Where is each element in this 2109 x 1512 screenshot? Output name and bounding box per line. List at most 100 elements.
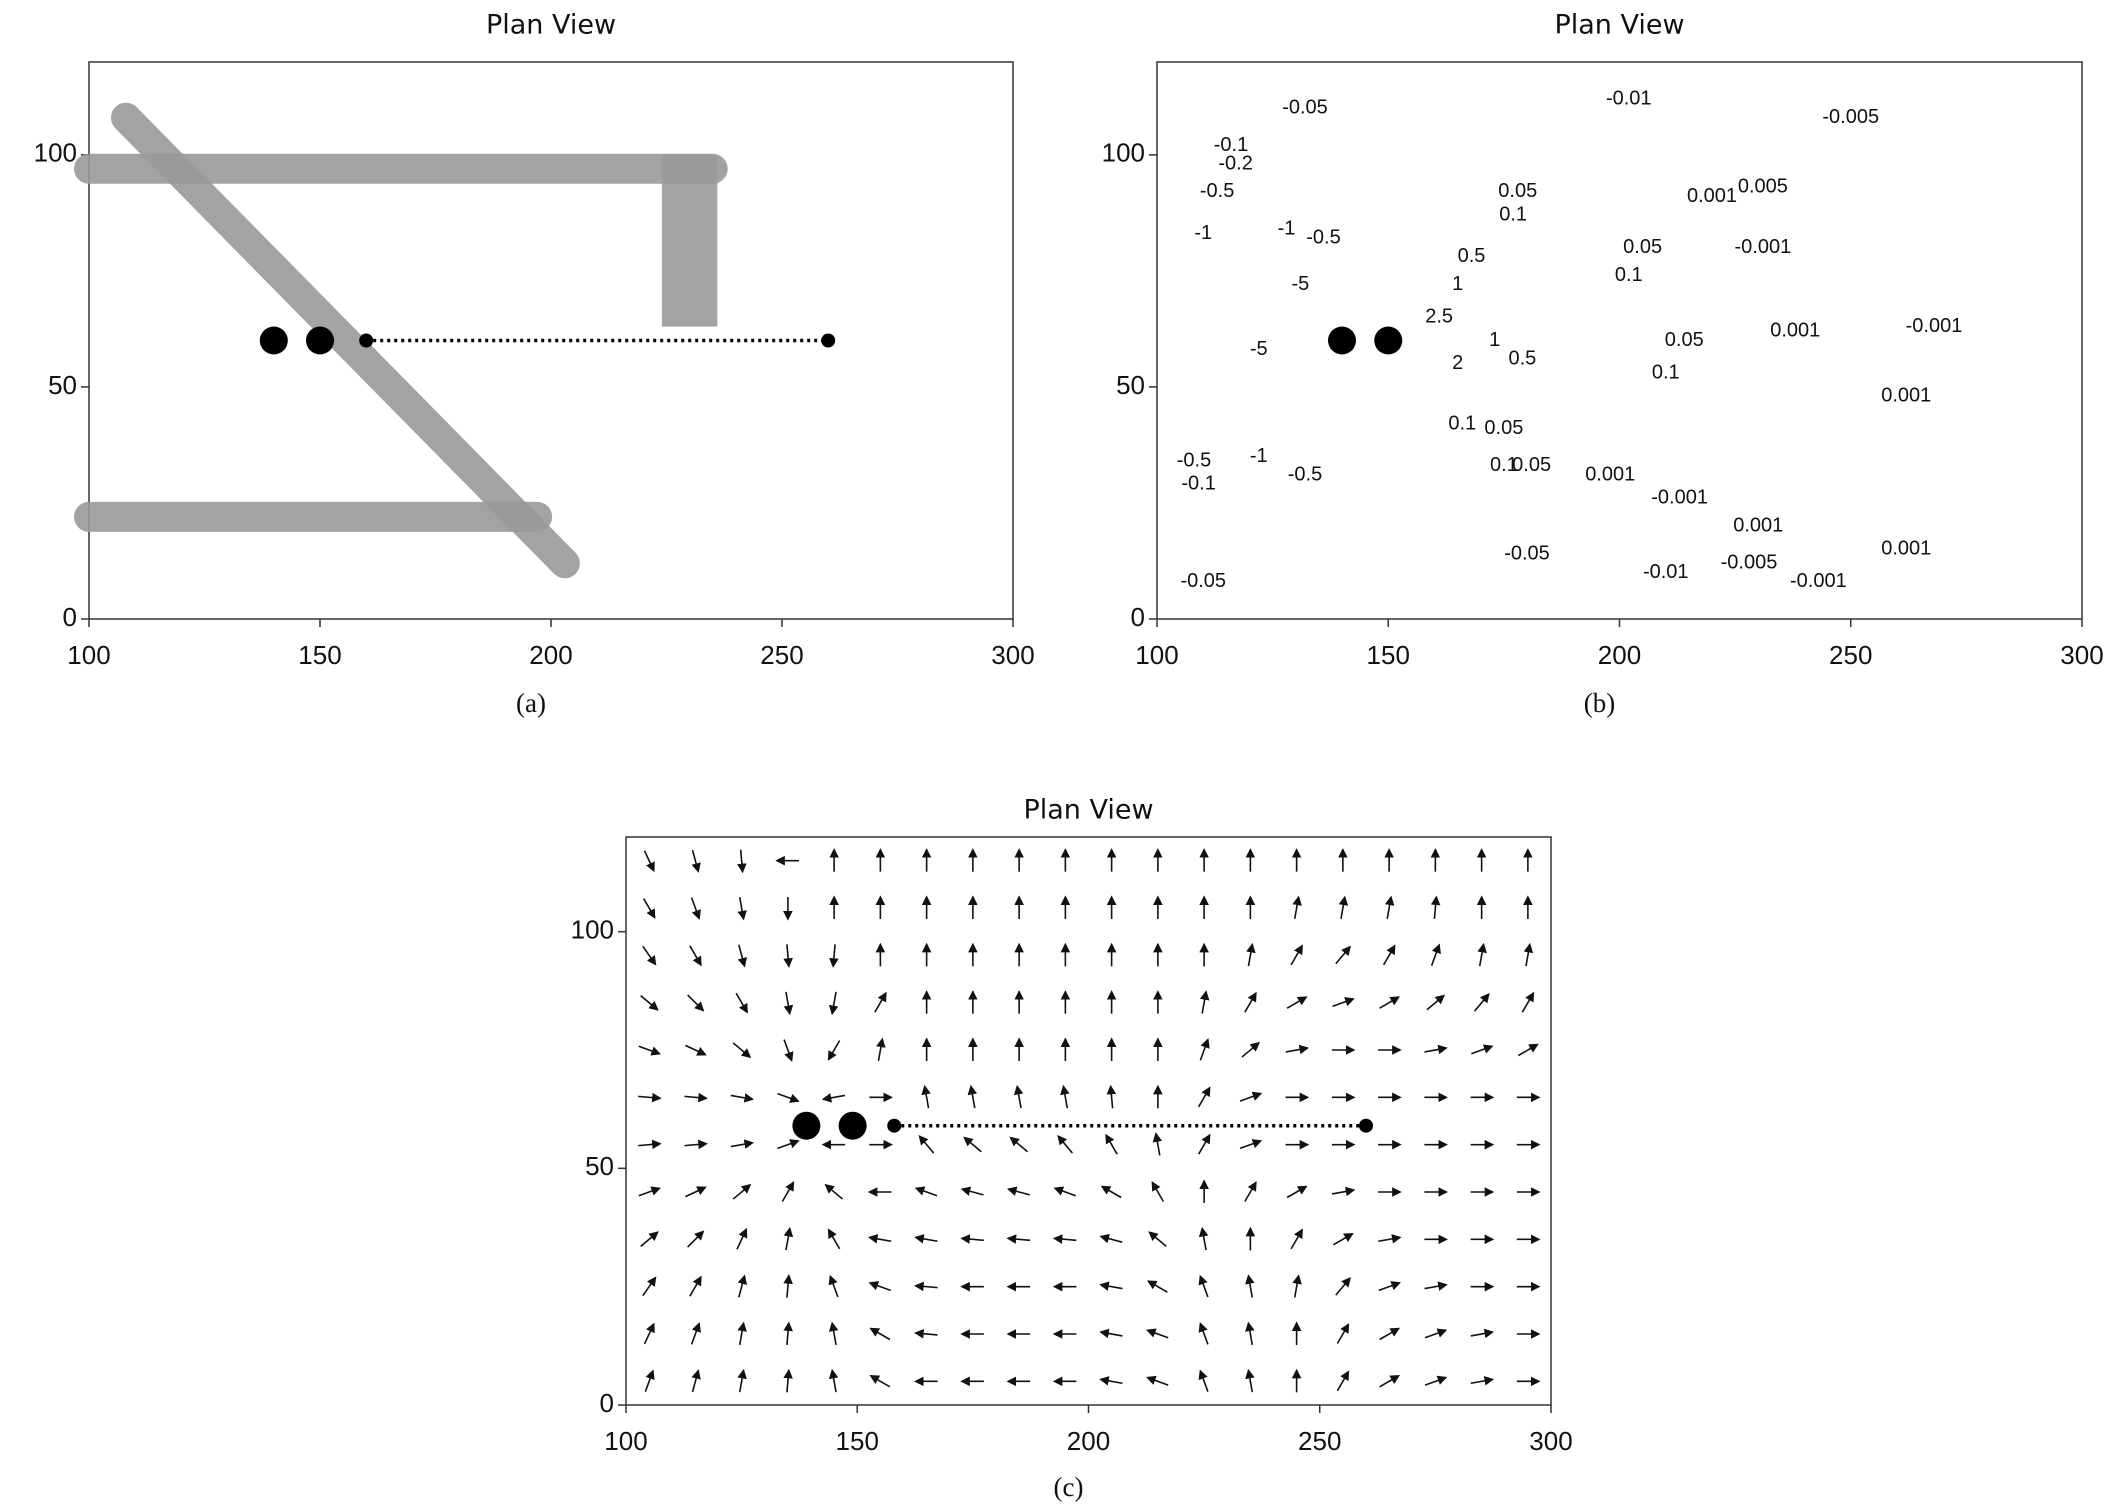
contour-label: -0.005 (1721, 552, 1778, 574)
vector-arrow (1099, 1233, 1123, 1244)
vector-arrow (737, 849, 747, 874)
vector-arrow (1199, 1038, 1210, 1061)
caption: (c) (1054, 1472, 1084, 1502)
contour-label: 0.05 (1623, 236, 1662, 258)
vector-arrow (1338, 895, 1349, 919)
x-tick-label: 150 (298, 640, 341, 670)
x-tick-label: 100 (67, 640, 110, 670)
vector-arrow (1245, 1368, 1255, 1393)
vector-arrow (1430, 943, 1441, 966)
vector-arrow (1336, 1370, 1350, 1392)
vector-arrow (781, 1181, 795, 1202)
contour-label: 0.05 (1665, 329, 1704, 351)
vector-arrow (685, 1044, 707, 1056)
contour-label: 0.1 (1448, 412, 1476, 434)
vector-arrow (1378, 1281, 1401, 1292)
contour-label: 0.05 (1484, 417, 1523, 439)
contour-label: -0.5 (1306, 227, 1340, 249)
vector-arrow (1246, 942, 1256, 967)
vector-arrow (921, 1084, 931, 1109)
vector-arrow (1239, 1091, 1263, 1102)
vector-arrow (1245, 1321, 1255, 1345)
contour-label: 0.001 (1687, 185, 1737, 207)
vector-arrow (783, 1226, 794, 1251)
vector-arrow (1239, 1139, 1263, 1150)
vector-arrow (691, 849, 701, 873)
vector-arrow (1244, 1181, 1257, 1202)
x-tick-label: 100 (1135, 640, 1178, 670)
vector-arrow (1426, 994, 1446, 1011)
vector-arrow (1379, 1375, 1401, 1388)
contour-label: 0.001 (1881, 384, 1931, 406)
vector-arrow (914, 1281, 938, 1292)
contour-label: 0.1 (1652, 361, 1680, 383)
x-tick-label: 150 (836, 1426, 879, 1456)
y-tick-label: 0 (1131, 602, 1145, 632)
contour-label: -0.2 (1218, 152, 1252, 174)
vector-arrow (827, 1228, 841, 1250)
vector-arrow (829, 944, 839, 968)
contour-label: 0.1 (1615, 264, 1643, 286)
vector-arrow (1198, 1226, 1209, 1251)
vector-arrow (1473, 993, 1490, 1012)
x-tick-label: 200 (1067, 1426, 1110, 1456)
vector-arrow (876, 1037, 886, 1061)
x-tick-label: 250 (1298, 1426, 1341, 1456)
x-tick-label: 200 (1598, 640, 1641, 670)
contour-label: 1 (1489, 329, 1500, 351)
vector-arrow (690, 897, 701, 920)
vector-arrow (777, 1139, 800, 1150)
path-end (821, 333, 836, 348)
vector-arrow (914, 1234, 938, 1244)
vector-arrow (914, 1328, 938, 1339)
vector-arrow (1198, 1274, 1209, 1298)
contour-label: -0.001 (1790, 570, 1847, 592)
vector-arrow (685, 1186, 707, 1198)
block (661, 154, 718, 327)
vector-arrow (1379, 996, 1401, 1009)
plot-frame (625, 836, 1552, 1406)
chart-title: Plan View (1554, 10, 1684, 41)
vector-arrow (1199, 990, 1210, 1014)
vector-arrow (783, 1368, 793, 1393)
y-tick-label: 0 (600, 1388, 614, 1418)
path-end (1359, 1118, 1373, 1133)
plot-frame (1156, 61, 2083, 620)
vector-arrow (783, 944, 793, 968)
vector-arrow (1335, 945, 1351, 965)
vector-arrow (1292, 1274, 1302, 1298)
contour-label: -0.05 (1282, 97, 1328, 119)
vector-arrow (1006, 1186, 1030, 1196)
vector-arrow (737, 897, 747, 921)
vector-arrow (687, 1230, 705, 1248)
contour-label: 0.001 (1733, 514, 1783, 536)
vector-arrow (1006, 1234, 1031, 1244)
vector-arrow (732, 1183, 752, 1200)
vector-arrow (1053, 1186, 1076, 1197)
contour-label: 2.5 (1425, 306, 1453, 328)
vector-arrow (821, 1093, 846, 1103)
vector-arrow (963, 1136, 982, 1153)
vector-arrow (960, 1234, 984, 1244)
y-tick-label: 100 (571, 915, 614, 945)
vector-arrow (1099, 1376, 1123, 1386)
contour-label: 0.5 (1458, 245, 1486, 267)
vector-arrow (828, 1321, 839, 1345)
y-tick-label: 50 (585, 1151, 614, 1181)
vector-arrow (689, 945, 702, 967)
contour-label: -0.005 (1822, 106, 1879, 128)
vector-arrow (730, 1139, 755, 1149)
vector-arrow (1384, 895, 1395, 919)
y-tick-label: 50 (48, 370, 77, 400)
contour-label: -5 (1291, 273, 1309, 295)
vector-arrow (1197, 1133, 1211, 1155)
contour-label: -0.01 (1643, 561, 1689, 583)
vector-arrow (737, 1321, 747, 1345)
vector-arrow (1146, 1328, 1169, 1339)
x-tick-label: 200 (529, 640, 572, 670)
y-tick-label: 100 (34, 138, 77, 168)
caption: (b) (1584, 688, 1615, 718)
well (1328, 326, 1356, 355)
vector-arrow (1424, 1281, 1448, 1291)
vector-arrow (1099, 1281, 1123, 1291)
